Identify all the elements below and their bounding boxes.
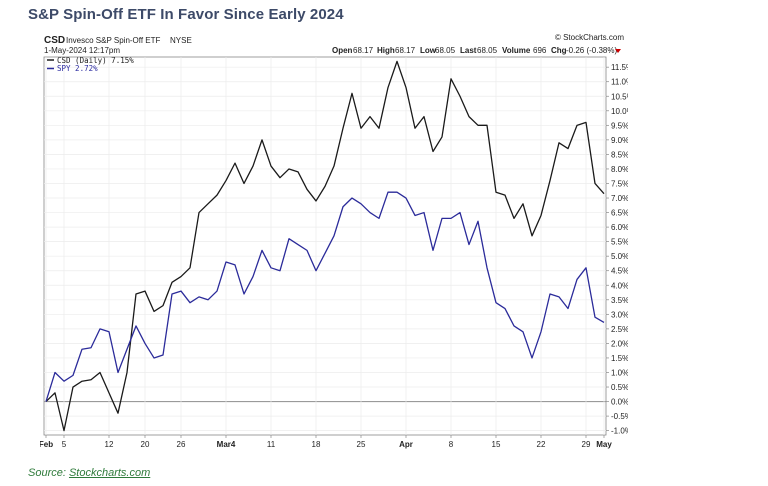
chart-timestamp: 1-May-2024 12:17pm (44, 46, 120, 55)
series-line-csd (45, 60, 605, 432)
grid (44, 57, 606, 435)
y-tick-label: 6.0% (611, 223, 628, 232)
y-tick-label: 9.0% (611, 136, 628, 145)
y-tick-label: 5.5% (611, 238, 628, 247)
y-tick-label: 4.5% (611, 267, 628, 276)
y-tick-label: 1.0% (611, 368, 628, 377)
chart-headline: S&P Spin-Off ETF In Favor Since Early 20… (28, 6, 344, 23)
y-tick-label: 8.0% (611, 165, 628, 174)
y-tick-label: 8.5% (611, 150, 628, 159)
chart-exchange: NYSE (170, 36, 192, 45)
x-tick-label: 15 (492, 440, 501, 449)
y-tick-label: 4.0% (611, 281, 628, 290)
low-label: Low (420, 46, 437, 55)
x-tick-label: Apr (399, 440, 413, 449)
y-tick-label: 10.0% (611, 107, 628, 116)
chg-label: Chg (551, 46, 567, 55)
x-tick-label: 8 (449, 440, 454, 449)
x-tick-label: 25 (357, 440, 366, 449)
x-tick-label: 29 (582, 440, 591, 449)
high-value: 68.17 (395, 46, 416, 55)
series-group (45, 60, 605, 432)
y-tick-label: 10.5% (611, 92, 628, 101)
source-link[interactable]: Stockcharts.com (68, 467, 151, 479)
last-label: Last (460, 46, 477, 55)
volume-label: Volume (502, 46, 531, 55)
y-tick-label: 5.0% (611, 252, 628, 261)
y-tick-label: 2.5% (611, 325, 628, 334)
y-tick-label: 9.5% (611, 121, 628, 130)
y-tick-label: 11.0% (611, 78, 628, 87)
x-tick-label: 22 (537, 440, 546, 449)
y-tick-label: 7.0% (611, 194, 628, 203)
source-prefix: Source: (28, 467, 69, 479)
y-tick-label: 7.5% (611, 179, 628, 188)
y-tick-label: -0.5% (611, 412, 628, 421)
chg-value: -0.26 (-0.38%) (566, 46, 617, 55)
stock-chart: CSD Invesco S&P Spin-Off ETF NYSE © Stoc… (40, 30, 628, 450)
volume-value: 696 (533, 46, 547, 55)
last-value: 68.05 (477, 46, 498, 55)
y-tick-label: 1.5% (611, 354, 628, 363)
y-axis-ticks: 11.5% 11.0% 10.5% 10.0% 9.5% 9.0% 8.5% 8.0% 7.5%… (606, 63, 628, 436)
y-tick-label: 3.0% (611, 310, 628, 319)
stockcharts-watermark: © StockCharts.com (555, 33, 624, 42)
y-tick-label: 6.5% (611, 209, 628, 218)
x-tick-label: May (596, 440, 612, 449)
x-axis-ticks: Feb 5 12 20 26 Mar4 11 18 25 Apr 8 15 22 29 May (40, 435, 612, 449)
source-note: Source: Stockcharts.com (28, 467, 150, 479)
y-tick-label: 0.0% (611, 398, 628, 407)
x-tick-label: 26 (177, 440, 186, 449)
legend-label-spy: SPY 2.72% (57, 64, 98, 73)
chart-svg: CSD Invesco S&P Spin-Off ETF NYSE © Stoc… (40, 33, 628, 449)
legend-label-csd: CSD (Daily) 7.15% (57, 56, 134, 65)
legend: CSD (Daily) 7.15% SPY 2.72% (47, 56, 134, 73)
x-tick-label: 5 (62, 440, 67, 449)
open-label: Open (332, 46, 353, 55)
high-label: High (377, 46, 395, 55)
x-tick-label: Feb (40, 440, 53, 449)
y-tick-label: 3.5% (611, 296, 628, 305)
y-tick-label: 2.0% (611, 339, 628, 348)
quote-row: Open 68.17 High 68.17 Low 68.05 Last 68.… (332, 46, 621, 55)
x-tick-label: Mar4 (217, 440, 236, 449)
y-tick-label: 0.5% (611, 383, 628, 392)
x-tick-label: 20 (141, 440, 150, 449)
y-tick-label: 11.5% (611, 63, 628, 72)
down-arrow-icon (615, 49, 621, 53)
x-tick-label: 18 (312, 440, 321, 449)
open-value: 68.17 (353, 46, 374, 55)
y-tick-label: -1.0% (611, 427, 628, 436)
x-tick-label: 12 (105, 440, 114, 449)
low-value: 68.05 (435, 46, 456, 55)
plot-frame (43, 56, 607, 436)
chart-symbol: CSD (44, 35, 65, 46)
series-line-spy (45, 191, 605, 402)
chart-security-name: Invesco S&P Spin-Off ETF (66, 36, 161, 45)
x-tick-label: 11 (267, 440, 276, 449)
